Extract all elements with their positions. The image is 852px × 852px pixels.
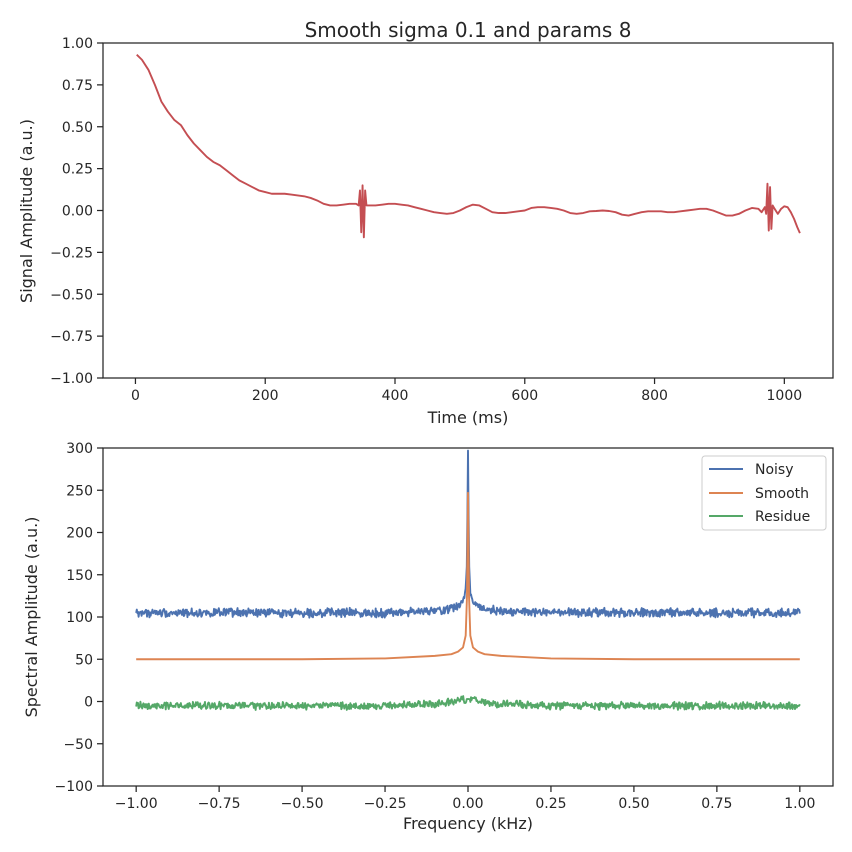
y-axis-label: Spectral Amplitude (a.u.)	[22, 517, 41, 718]
y-tick-label: −1.00	[50, 371, 93, 387]
x-tick-label: 600	[511, 388, 538, 404]
legend-frame	[701, 455, 827, 531]
legend-label-smooth: Smooth	[755, 486, 809, 502]
series-line-residue	[135, 695, 801, 711]
x-tick-label: 800	[641, 388, 668, 404]
series-line-smooth	[136, 491, 800, 661]
y-tick-label: 150	[66, 568, 93, 584]
y-tick-label: −0.50	[50, 287, 93, 303]
y-tick-label: 0.00	[62, 204, 93, 220]
x-ticks: 0 200 400 600 800 1000	[131, 378, 802, 404]
y-tick-label: −50	[63, 737, 93, 753]
x-tick-label: 200	[252, 388, 279, 404]
y-ticks: −100 −50 0 50 100 150 200 250 300	[55, 441, 103, 795]
time-domain-chart: Smooth sigma 0.1 and params 8 0 200 400 600…	[17, 18, 834, 427]
signal-line	[136, 54, 801, 239]
x-tick-label: 1000	[767, 388, 803, 404]
x-tick-label: 0	[131, 388, 140, 404]
y-tick-label: 0.25	[62, 162, 93, 178]
x-axis-label: Time (ms)	[427, 408, 509, 427]
y-ticks: −1.00 −0.75 −0.50 −0.25 0.00 0.25 0.50 0.75 1.00	[50, 36, 103, 387]
legend-label-residue: Residue	[755, 509, 810, 525]
x-tick-label: −0.50	[281, 796, 324, 812]
spectrum-plot-area	[135, 449, 801, 711]
series-line-noisy	[135, 449, 801, 619]
legend-label-noisy: Noisy	[755, 462, 794, 478]
frequency-domain-chart: −1.00 −0.75 −0.50 −0.25 0.00 0.25 0.50 0.75 1.00…	[22, 441, 834, 833]
x-tick-label: 0.50	[618, 796, 649, 812]
chart-title: Smooth sigma 0.1 and params 8	[305, 18, 632, 42]
y-axis-label: Signal Amplitude (a.u.)	[17, 119, 36, 303]
x-tick-label: −0.25	[364, 796, 407, 812]
y-tick-label: 0.75	[62, 78, 93, 94]
y-tick-label: −0.25	[50, 245, 93, 261]
y-tick-label: 50	[75, 652, 93, 668]
y-tick-label: −0.75	[50, 329, 93, 345]
x-tick-label: −0.75	[198, 796, 241, 812]
x-tick-label: 0.25	[535, 796, 566, 812]
y-tick-label: −100	[55, 779, 93, 795]
y-tick-label: 250	[66, 483, 93, 499]
x-tick-label: −1.00	[115, 796, 158, 812]
y-tick-label: 1.00	[62, 36, 93, 52]
signal-plot-area	[136, 54, 801, 239]
legend: Noisy Smooth Residue	[701, 455, 827, 531]
x-ticks: −1.00 −0.75 −0.50 −0.25 0.00 0.25 0.50 0.75 1.00	[115, 786, 815, 812]
plot-frame	[102, 42, 834, 379]
x-tick-label: 1.00	[784, 796, 815, 812]
y-tick-label: 200	[66, 526, 93, 542]
y-tick-label: 0	[84, 695, 93, 711]
y-tick-label: 300	[66, 441, 93, 457]
x-tick-label: 400	[382, 388, 409, 404]
x-tick-label: 0.00	[452, 796, 483, 812]
x-axis-label: Frequency (kHz)	[403, 814, 533, 833]
y-tick-label: 0.50	[62, 120, 93, 136]
x-tick-label: 0.75	[701, 796, 732, 812]
y-tick-label: 100	[66, 610, 93, 626]
